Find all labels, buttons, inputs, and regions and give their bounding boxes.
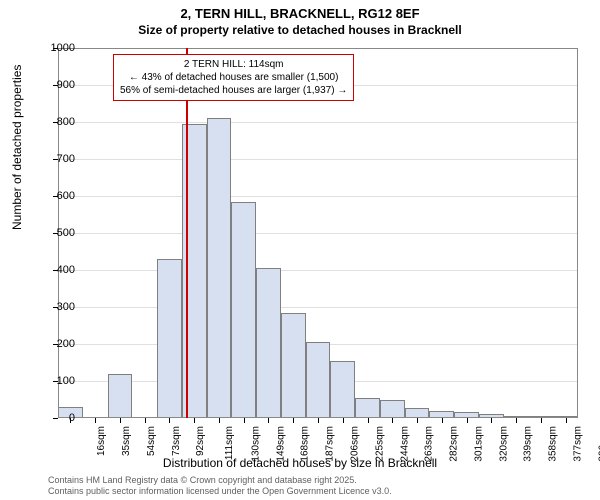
xtick-mark (442, 418, 443, 423)
xtick-label: 16sqm (96, 426, 107, 456)
xtick-label: 168sqm (300, 426, 311, 462)
xtick-mark (318, 418, 319, 423)
ytick-label: 300 (57, 301, 75, 313)
xtick-mark (219, 418, 220, 423)
xtick-mark (244, 418, 245, 423)
ytick-label: 500 (57, 227, 75, 239)
callout-line2: ← 43% of detached houses are smaller (1,… (120, 71, 347, 84)
footer-credits: Contains HM Land Registry data © Crown c… (48, 475, 392, 498)
xtick-mark (417, 418, 418, 423)
xtick-mark (268, 418, 269, 423)
ytick-label: 0 (69, 412, 75, 424)
callout-line3: 56% of semi-detached houses are larger (… (120, 84, 347, 97)
xtick-label: 358sqm (548, 426, 559, 462)
xtick-label: 339sqm (523, 426, 534, 462)
xtick-label: 54sqm (146, 426, 157, 456)
ytick-label: 200 (57, 338, 75, 350)
xtick-label: 92sqm (195, 426, 206, 456)
ytick-label: 1000 (51, 42, 75, 54)
footer-line1: Contains HM Land Registry data © Crown c… (48, 475, 392, 487)
footer-line2: Contains public sector information licen… (48, 486, 392, 498)
y-axis-label: Number of detached properties (10, 65, 24, 230)
page-title: 2, TERN HILL, BRACKNELL, RG12 8EF (0, 0, 600, 21)
xtick-mark (194, 418, 195, 423)
xtick-mark (169, 418, 170, 423)
ytick-label: 700 (57, 153, 75, 165)
xtick-label: 73sqm (171, 426, 182, 456)
ytick-label: 800 (57, 116, 75, 128)
marker-callout: 2 TERN HILL: 114sqm ← 43% of detached ho… (113, 54, 354, 101)
ytick-label: 600 (57, 190, 75, 202)
xtick-mark (541, 418, 542, 423)
xtick-label: 244sqm (399, 426, 410, 462)
xtick-mark (566, 418, 567, 423)
xtick-mark (120, 418, 121, 423)
xtick-label: 282sqm (449, 426, 460, 462)
histogram-chart: 2 TERN HILL: 114sqm ← 43% of detached ho… (58, 48, 578, 418)
xtick-label: 225sqm (374, 426, 385, 462)
xtick-mark (293, 418, 294, 423)
xtick-label: 130sqm (251, 426, 262, 462)
xtick-mark (467, 418, 468, 423)
xtick-label: 206sqm (350, 426, 361, 462)
plot-border (58, 48, 578, 418)
marker-line (186, 48, 188, 418)
xtick-label: 377sqm (572, 426, 583, 462)
xtick-mark (145, 418, 146, 423)
ytick-label: 100 (57, 375, 75, 387)
xtick-mark (368, 418, 369, 423)
page-subtitle: Size of property relative to detached ho… (0, 21, 600, 37)
xtick-mark (491, 418, 492, 423)
xtick-mark (95, 418, 96, 423)
ytick-label: 400 (57, 264, 75, 276)
xtick-mark (343, 418, 344, 423)
xtick-label: 301sqm (473, 426, 484, 462)
xtick-label: 111sqm (224, 426, 235, 460)
xtick-label: 149sqm (275, 426, 286, 462)
xtick-label: 187sqm (325, 426, 336, 462)
xtick-label: 35sqm (121, 426, 132, 456)
callout-line1: 2 TERN HILL: 114sqm (120, 58, 347, 71)
ytick-label: 900 (57, 79, 75, 91)
xtick-mark (392, 418, 393, 423)
ytick-mark (53, 418, 58, 419)
xtick-label: 263sqm (424, 426, 435, 462)
xtick-mark (516, 418, 517, 423)
xtick-label: 320sqm (498, 426, 509, 462)
